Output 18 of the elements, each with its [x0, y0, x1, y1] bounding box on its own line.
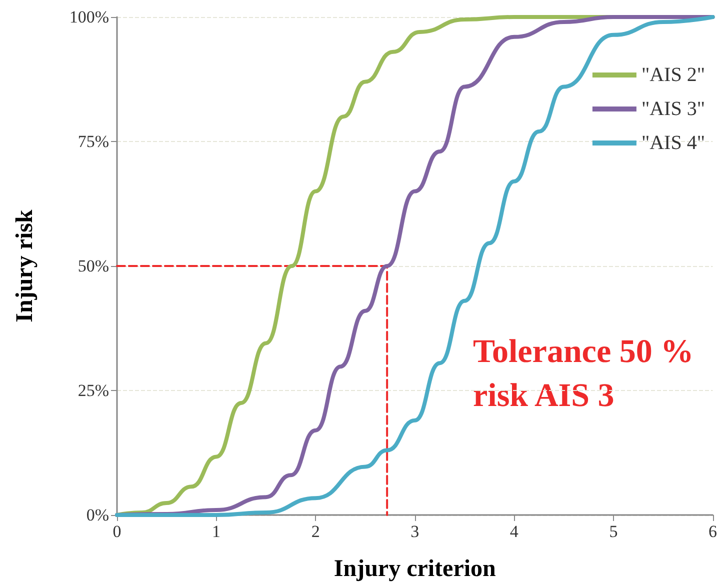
x-tick-label: 6 [708, 522, 717, 541]
y-axis-title: Injury risk [12, 209, 38, 322]
annotation: Tolerance 50 % risk AIS 3 [473, 334, 694, 414]
x-tick-label: 2 [311, 522, 320, 541]
x-tick-label: 5 [609, 522, 618, 541]
y-tick-label: 100% [69, 8, 109, 26]
x-tick-label: 4 [510, 522, 519, 541]
y-tick-label: 75% [78, 132, 109, 151]
x-tick-label: 3 [410, 522, 420, 541]
legend-label: "AIS 2" [641, 64, 706, 86]
legend-label: "AIS 3" [641, 98, 706, 120]
y-tick-label: 50% [78, 256, 109, 276]
x-tick-label: 1 [212, 522, 221, 541]
x-tick-label: 0 [112, 522, 122, 541]
y-tick-label: 25% [78, 381, 109, 400]
y-tick-label: 0% [86, 506, 109, 524]
legend-label: "AIS 4" [641, 132, 706, 154]
x-axis-title: Injury criterion [334, 556, 496, 582]
